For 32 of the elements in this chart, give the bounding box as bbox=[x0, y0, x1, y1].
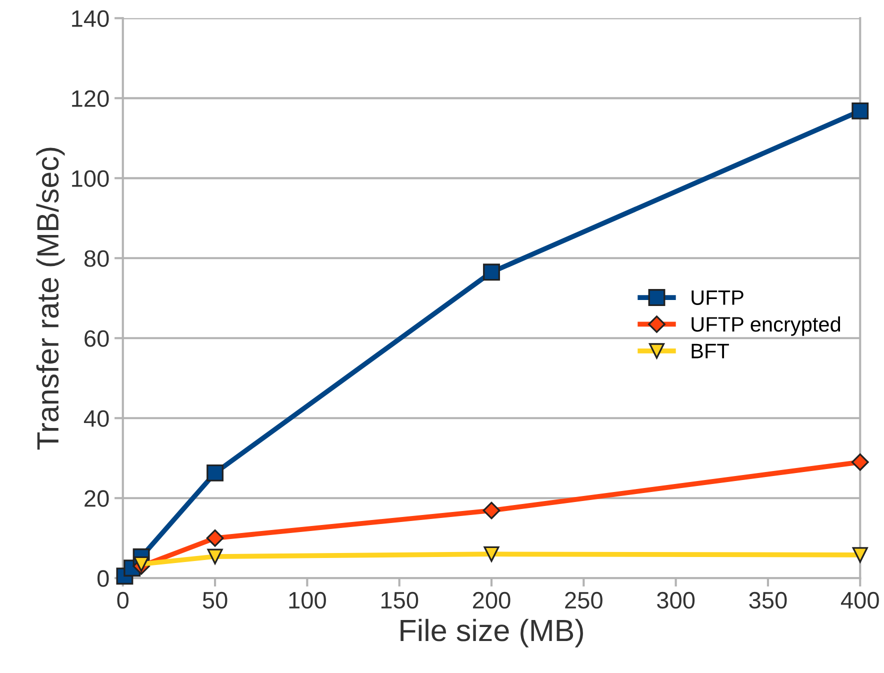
y-tick-label: 80 bbox=[84, 250, 109, 267]
point bbox=[207, 548, 223, 564]
point bbox=[482, 502, 500, 520]
x-tick-label: 350 bbox=[749, 592, 787, 609]
point bbox=[852, 547, 868, 563]
point bbox=[483, 264, 500, 281]
y-axis-title: Transfer rate (MB/sec) bbox=[36, 148, 65, 450]
x-tick-label: 0 bbox=[117, 592, 129, 609]
y-tick-label: 60 bbox=[84, 330, 109, 347]
x-tick-label: 250 bbox=[565, 592, 602, 609]
x-tick-label: 200 bbox=[472, 592, 510, 609]
x-tick-label: 300 bbox=[657, 592, 695, 609]
y-tick-label: 120 bbox=[72, 90, 109, 107]
x-tick-label: 100 bbox=[289, 592, 326, 609]
y-tick-label: 20 bbox=[84, 490, 109, 507]
x-tick-label: 150 bbox=[381, 592, 418, 609]
legend-label: BFT bbox=[692, 344, 729, 358]
point bbox=[852, 102, 869, 120]
x-tick-label: 400 bbox=[840, 592, 879, 609]
x-tick-label: 50 bbox=[202, 592, 228, 609]
legend-label: UFTP encrypted bbox=[692, 316, 840, 336]
y-tick-label: 0 bbox=[97, 570, 109, 587]
point bbox=[206, 464, 224, 482]
point bbox=[206, 529, 224, 547]
point bbox=[851, 453, 869, 471]
point bbox=[134, 556, 150, 572]
y-tick-label: 140 bbox=[72, 10, 109, 27]
y-tick-label: 100 bbox=[72, 170, 109, 187]
point bbox=[484, 546, 500, 562]
x-axis-title: File size (MB) bbox=[400, 618, 583, 648]
y-tick-label: 40 bbox=[84, 410, 109, 427]
legend-label: UFTP bbox=[692, 290, 744, 306]
